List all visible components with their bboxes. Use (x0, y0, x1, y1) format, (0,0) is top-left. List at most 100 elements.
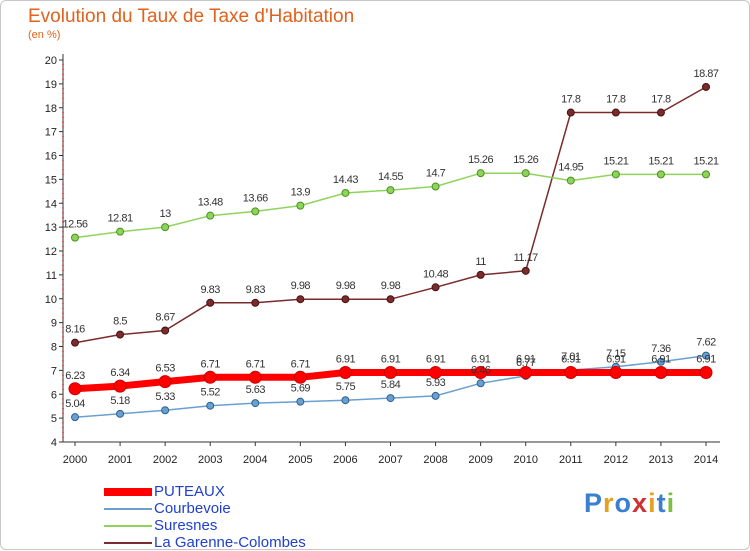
data-point (476, 270, 485, 279)
data-point (206, 211, 215, 220)
data-point (609, 366, 623, 380)
legend-label: PUTEAUX (154, 483, 225, 500)
legend-swatch (104, 542, 152, 544)
y-minor-tick (62, 259, 64, 262)
data-point (296, 397, 305, 406)
data-point (68, 382, 82, 396)
y-minor-tick (62, 149, 64, 152)
x-tick-label: 2001 (108, 454, 132, 466)
data-label: 9.98 (381, 280, 401, 292)
data-point (161, 223, 170, 232)
brand-letter: i (666, 488, 676, 518)
data-label: 8.67 (155, 312, 175, 324)
y-minor-tick (62, 254, 64, 257)
data-label: 6.91 (651, 354, 671, 366)
y-minor-tick (62, 216, 64, 219)
y-minor-tick (62, 97, 64, 100)
data-label: 6.77 (516, 357, 536, 369)
y-minor-tick (62, 235, 64, 238)
y-tick-label: 11 (46, 270, 57, 282)
data-label: 5.33 (155, 391, 175, 403)
data-label: 5.69 (291, 383, 311, 395)
data-label: 8.5 (113, 316, 127, 328)
data-label: 9.83 (201, 284, 221, 296)
data-label: 5.52 (201, 387, 221, 399)
data-label: 6.91 (696, 354, 716, 366)
y-tick-label: 20 (45, 55, 57, 67)
y-minor-tick (62, 293, 64, 295)
y-tick-label: 7 (51, 365, 57, 377)
x-tick-label: 2005 (288, 454, 312, 466)
y-minor-tick (62, 336, 64, 338)
y-minor-tick (62, 140, 64, 143)
data-label: 11.17 (514, 252, 539, 264)
data-label: 13.66 (243, 192, 268, 204)
legend-label: Suresnes (154, 517, 218, 534)
data-label: 6.91 (381, 354, 401, 366)
data-point (566, 108, 575, 117)
data-point (206, 298, 215, 307)
data-point (248, 370, 262, 384)
data-point (113, 379, 127, 393)
data-point (161, 406, 170, 415)
data-label: 9.98 (336, 280, 356, 292)
y-minor-tick (62, 355, 64, 357)
data-label: 14.7 (426, 168, 446, 180)
data-label: 13.9 (291, 187, 311, 199)
y-tick-label: 4 (51, 437, 57, 449)
y-minor-tick (62, 121, 64, 123)
y-minor-tick (62, 359, 64, 362)
legend-swatch (104, 525, 152, 527)
y-minor-tick (62, 116, 64, 119)
data-point (116, 330, 125, 339)
x-tick-label: 2003 (198, 454, 222, 466)
data-point (116, 409, 125, 418)
y-minor-tick (62, 331, 64, 334)
data-point (431, 182, 440, 191)
y-tick-label: 19 (45, 79, 57, 91)
y-minor-tick (62, 197, 64, 200)
data-label: 6.91 (561, 354, 581, 366)
x-tick-label: 2010 (513, 454, 537, 466)
data-label: 7.01 (561, 351, 581, 363)
y-minor-tick (62, 159, 64, 162)
data-label: 9.83 (246, 284, 266, 296)
data-point (71, 413, 79, 422)
data-label: 15.26 (468, 154, 493, 166)
data-point (521, 169, 530, 178)
x-tick-label: 2007 (378, 454, 402, 466)
data-point (293, 370, 307, 384)
brand-letter: i (648, 488, 657, 518)
data-point (341, 295, 350, 304)
y-minor-tick (62, 436, 64, 439)
data-label: 6.91 (606, 354, 626, 366)
y-minor-tick (62, 173, 64, 176)
y-minor-tick (62, 168, 64, 171)
x-tick-label: 2004 (243, 454, 267, 466)
y-minor-tick (62, 431, 64, 434)
data-point (474, 366, 488, 380)
data-point (699, 366, 713, 380)
x-tick-label: 2011 (559, 454, 583, 466)
y-minor-tick (62, 135, 64, 138)
data-point (203, 370, 217, 384)
data-label: 7.15 (606, 348, 626, 360)
y-minor-tick (62, 211, 64, 214)
data-label: 18.87 (693, 68, 718, 80)
y-minor-tick (62, 383, 64, 386)
y-minor-tick (62, 145, 64, 147)
data-point (431, 283, 440, 292)
data-point (158, 375, 172, 389)
data-point (702, 170, 710, 179)
y-minor-tick (62, 269, 64, 271)
y-minor-tick (62, 302, 64, 305)
y-minor-tick (62, 407, 64, 410)
data-point (71, 338, 79, 347)
data-point (611, 170, 620, 179)
data-point (476, 379, 485, 388)
y-minor-tick (62, 231, 64, 233)
data-point (161, 326, 170, 335)
data-point (519, 366, 533, 380)
y-minor-tick (62, 73, 64, 76)
